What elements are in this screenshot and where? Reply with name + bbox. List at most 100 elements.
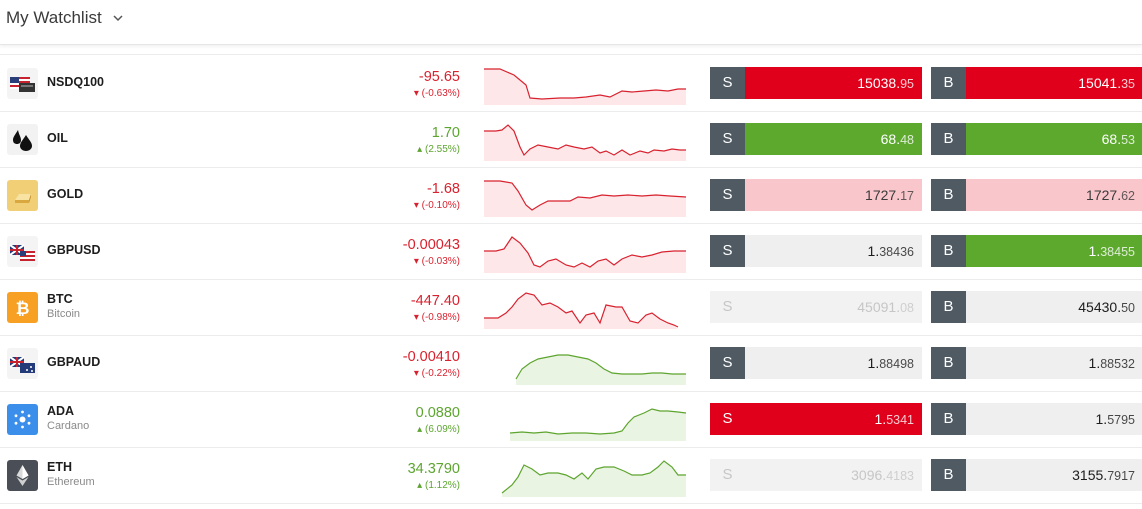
instrument-symbol[interactable]: GBPAUD <box>47 355 101 369</box>
table-row[interactable]: GBPAUD -0.00410 ▾ (-0.22%) S 1.88498 B 1… <box>0 335 1142 392</box>
instrument-symbol[interactable]: BTC <box>47 292 73 306</box>
gold-bar-icon <box>7 180 38 211</box>
buy-button[interactable]: B 3155.7917 <box>931 459 1142 491</box>
page-title: My Watchlist <box>6 8 102 27</box>
sell-button[interactable]: S 15038.95 <box>710 67 922 99</box>
instrument-symbol[interactable]: NSDQ100 <box>47 75 104 89</box>
sell-price: 1.88498 <box>745 347 922 379</box>
sparkline-chart <box>484 180 687 217</box>
caret-down-icon: ▾ <box>413 368 422 379</box>
sparkline-chart <box>509 408 687 441</box>
us-flag-icon <box>7 68 38 99</box>
change-value: -95.65 <box>418 69 460 85</box>
change-percent: ▴ (2.55%) <box>417 144 460 155</box>
sparkline-chart <box>515 354 686 385</box>
change-value: 1.70 <box>431 125 460 141</box>
sell-price: 68.48 <box>745 123 922 155</box>
sell-label: S <box>710 179 745 211</box>
sell-price: 1.5341 <box>745 403 922 435</box>
buy-price: 1727.62 <box>966 179 1142 211</box>
sell-label: S <box>710 235 745 267</box>
uk-us-flag-icon <box>7 236 38 267</box>
buy-button[interactable]: B 15041.35 <box>931 67 1142 99</box>
change-value: -0.00043 <box>402 237 460 253</box>
caret-down-icon: ▾ <box>413 312 422 323</box>
buy-label: B <box>931 123 966 155</box>
ethereum-icon <box>7 460 38 491</box>
oil-drop-icon <box>7 124 38 155</box>
sell-price: 15038.95 <box>745 67 922 99</box>
price-change: -0.00410 ▾ (-0.22%) <box>403 349 460 379</box>
sell-button[interactable]: S 1727.17 <box>710 179 922 211</box>
instrument-symbol[interactable]: ADA <box>47 404 75 418</box>
buy-label: B <box>931 459 966 491</box>
price-change: 1.70 ▴ (2.55%) <box>417 125 460 155</box>
sell-label: S <box>710 123 745 155</box>
sell-button[interactable]: S 68.48 <box>710 123 922 155</box>
sell-label: S <box>710 67 745 99</box>
buy-price: 1.5795 <box>966 403 1142 435</box>
change-percent: ▾ (-0.03%) <box>413 256 460 267</box>
caret-down-icon: ▾ <box>413 256 422 267</box>
table-row[interactable]: GBPUSD -0.00043 ▾ (-0.03%) S 1.38436 B 1… <box>0 223 1142 280</box>
sell-button[interactable]: S 1.38436 <box>710 235 922 267</box>
sell-price: 1727.17 <box>745 179 922 211</box>
buy-price: 68.53 <box>966 123 1142 155</box>
table-row[interactable]: NSDQ100 -95.65 ▾ (-0.63%) S 15038.95 B 1… <box>0 55 1142 112</box>
buy-label: B <box>931 179 966 211</box>
instrument-name: Cardano <box>47 420 90 432</box>
price-change: -1.68 ▾ (-0.10%) <box>414 181 460 211</box>
caret-up-icon: ▴ <box>417 480 425 491</box>
buy-price: 3155.7917 <box>966 459 1142 491</box>
table-row[interactable]: OIL 1.70 ▴ (2.55%) S 68.48 B 68.53 <box>0 111 1142 168</box>
sell-label: S <box>710 347 745 379</box>
buy-button[interactable]: B 1.38455 <box>931 235 1142 267</box>
sell-price: 1.38436 <box>745 235 922 267</box>
table-row[interactable]: ETH Ethereum 34.3790 ▴ (1.12%) S 3096.41… <box>0 447 1142 504</box>
buy-button[interactable]: B 1.88532 <box>931 347 1142 379</box>
sell-button[interactable]: S 1.88498 <box>710 347 922 379</box>
buy-label: B <box>931 347 966 379</box>
watchlist-selector[interactable]: My Watchlist <box>6 8 124 28</box>
buy-button[interactable]: B 45430.50 <box>931 291 1142 323</box>
buy-button[interactable]: B 68.53 <box>931 123 1142 155</box>
instrument-symbol[interactable]: GOLD <box>47 187 84 201</box>
table-row[interactable]: ADA Cardano 0.0880 ▴ (6.09%) S 1.5341 B … <box>0 391 1142 448</box>
change-value: -1.68 <box>426 181 460 197</box>
instrument-symbol[interactable]: ETH <box>47 460 72 474</box>
divider <box>0 54 1142 55</box>
instrument-symbol[interactable]: OIL <box>47 131 68 145</box>
sparkline-chart <box>484 68 686 105</box>
sell-price: 45091.08 <box>745 291 922 323</box>
buy-label: B <box>931 291 966 323</box>
change-percent: ▾ (-0.63%) <box>413 88 460 99</box>
sell-button[interactable]: S 3096.4183 <box>710 459 922 491</box>
sell-button[interactable]: S 1.5341 <box>710 403 922 435</box>
sell-label: S <box>710 291 745 323</box>
sparkline-chart <box>484 292 679 329</box>
caret-up-icon: ▴ <box>417 424 425 435</box>
change-value: 34.3790 <box>407 461 460 477</box>
sell-price: 3096.4183 <box>745 459 922 491</box>
table-row[interactable]: GOLD -1.68 ▾ (-0.10%) S 1727.17 B 1727.6… <box>0 167 1142 224</box>
sparkline-chart <box>501 460 686 497</box>
price-change: 34.3790 ▴ (1.12%) <box>408 461 460 491</box>
caret-down-icon: ▾ <box>413 88 422 99</box>
change-percent: ▾ (-0.98%) <box>413 312 460 323</box>
price-change: -447.40 ▾ (-0.98%) <box>411 293 460 323</box>
price-change: 0.0880 ▴ (6.09%) <box>416 405 460 435</box>
change-value: -0.00410 <box>402 349 460 365</box>
bitcoin-icon: ₿ <box>7 292 38 323</box>
change-percent: ▾ (-0.10%) <box>413 200 460 211</box>
instrument-symbol[interactable]: GBPUSD <box>47 243 101 257</box>
change-percent: ▴ (1.12%) <box>417 480 460 491</box>
sell-button[interactable]: S 45091.08 <box>710 291 922 323</box>
table-row[interactable]: ₿ BTC Bitcoin -447.40 ▾ (-0.98%) S 45091… <box>0 279 1142 336</box>
buy-button[interactable]: B 1.5795 <box>931 403 1142 435</box>
change-value: 0.0880 <box>415 405 460 421</box>
svg-text:₿: ₿ <box>16 299 30 319</box>
sparkline-chart <box>484 124 686 161</box>
buy-button[interactable]: B 1727.62 <box>931 179 1142 211</box>
sell-label: S <box>710 459 745 491</box>
chevron-down-icon <box>113 15 123 22</box>
